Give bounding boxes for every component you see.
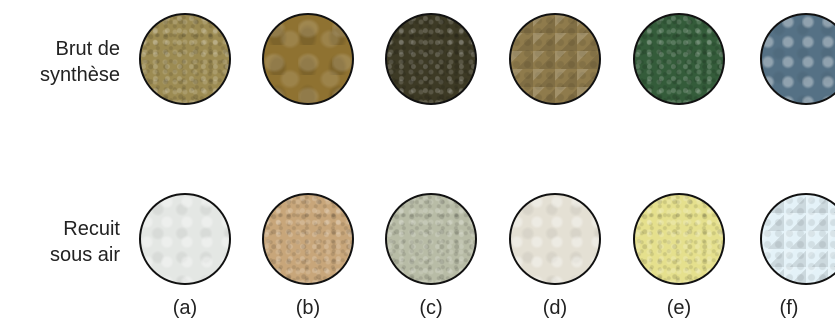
annealed-sample-c [385, 193, 477, 285]
sample-label-c: (c) [419, 297, 443, 319]
sample-label-a: (a) [172, 297, 198, 319]
row-label-annealed: Recuit sous air [0, 216, 120, 268]
sample-label-b: (b) [295, 297, 321, 319]
raw-sample-b [262, 13, 354, 105]
row-label-annealed-line1: Recuit [63, 218, 120, 240]
annealed-sample-f [760, 193, 835, 285]
row-label-raw-line1: Brut de [55, 38, 120, 60]
row-label-raw-line2: synthèse [39, 64, 120, 86]
sample-label-d: (d) [542, 297, 568, 319]
annealed-sample-b [262, 193, 354, 285]
raw-sample-a [139, 13, 231, 105]
annealed-sample-a [139, 193, 231, 285]
row-label-raw: Brut de synthèse [0, 36, 120, 88]
raw-sample-d [509, 13, 601, 105]
raw-sample-f [760, 13, 835, 105]
annealed-sample-d [509, 193, 601, 285]
sample-label-e: (e) [666, 297, 692, 319]
raw-sample-c [385, 13, 477, 105]
row-label-annealed-line2: sous air [49, 244, 120, 266]
raw-sample-e [633, 13, 725, 105]
annealed-sample-e [633, 193, 725, 285]
sample-label-f: (f) [779, 297, 799, 319]
